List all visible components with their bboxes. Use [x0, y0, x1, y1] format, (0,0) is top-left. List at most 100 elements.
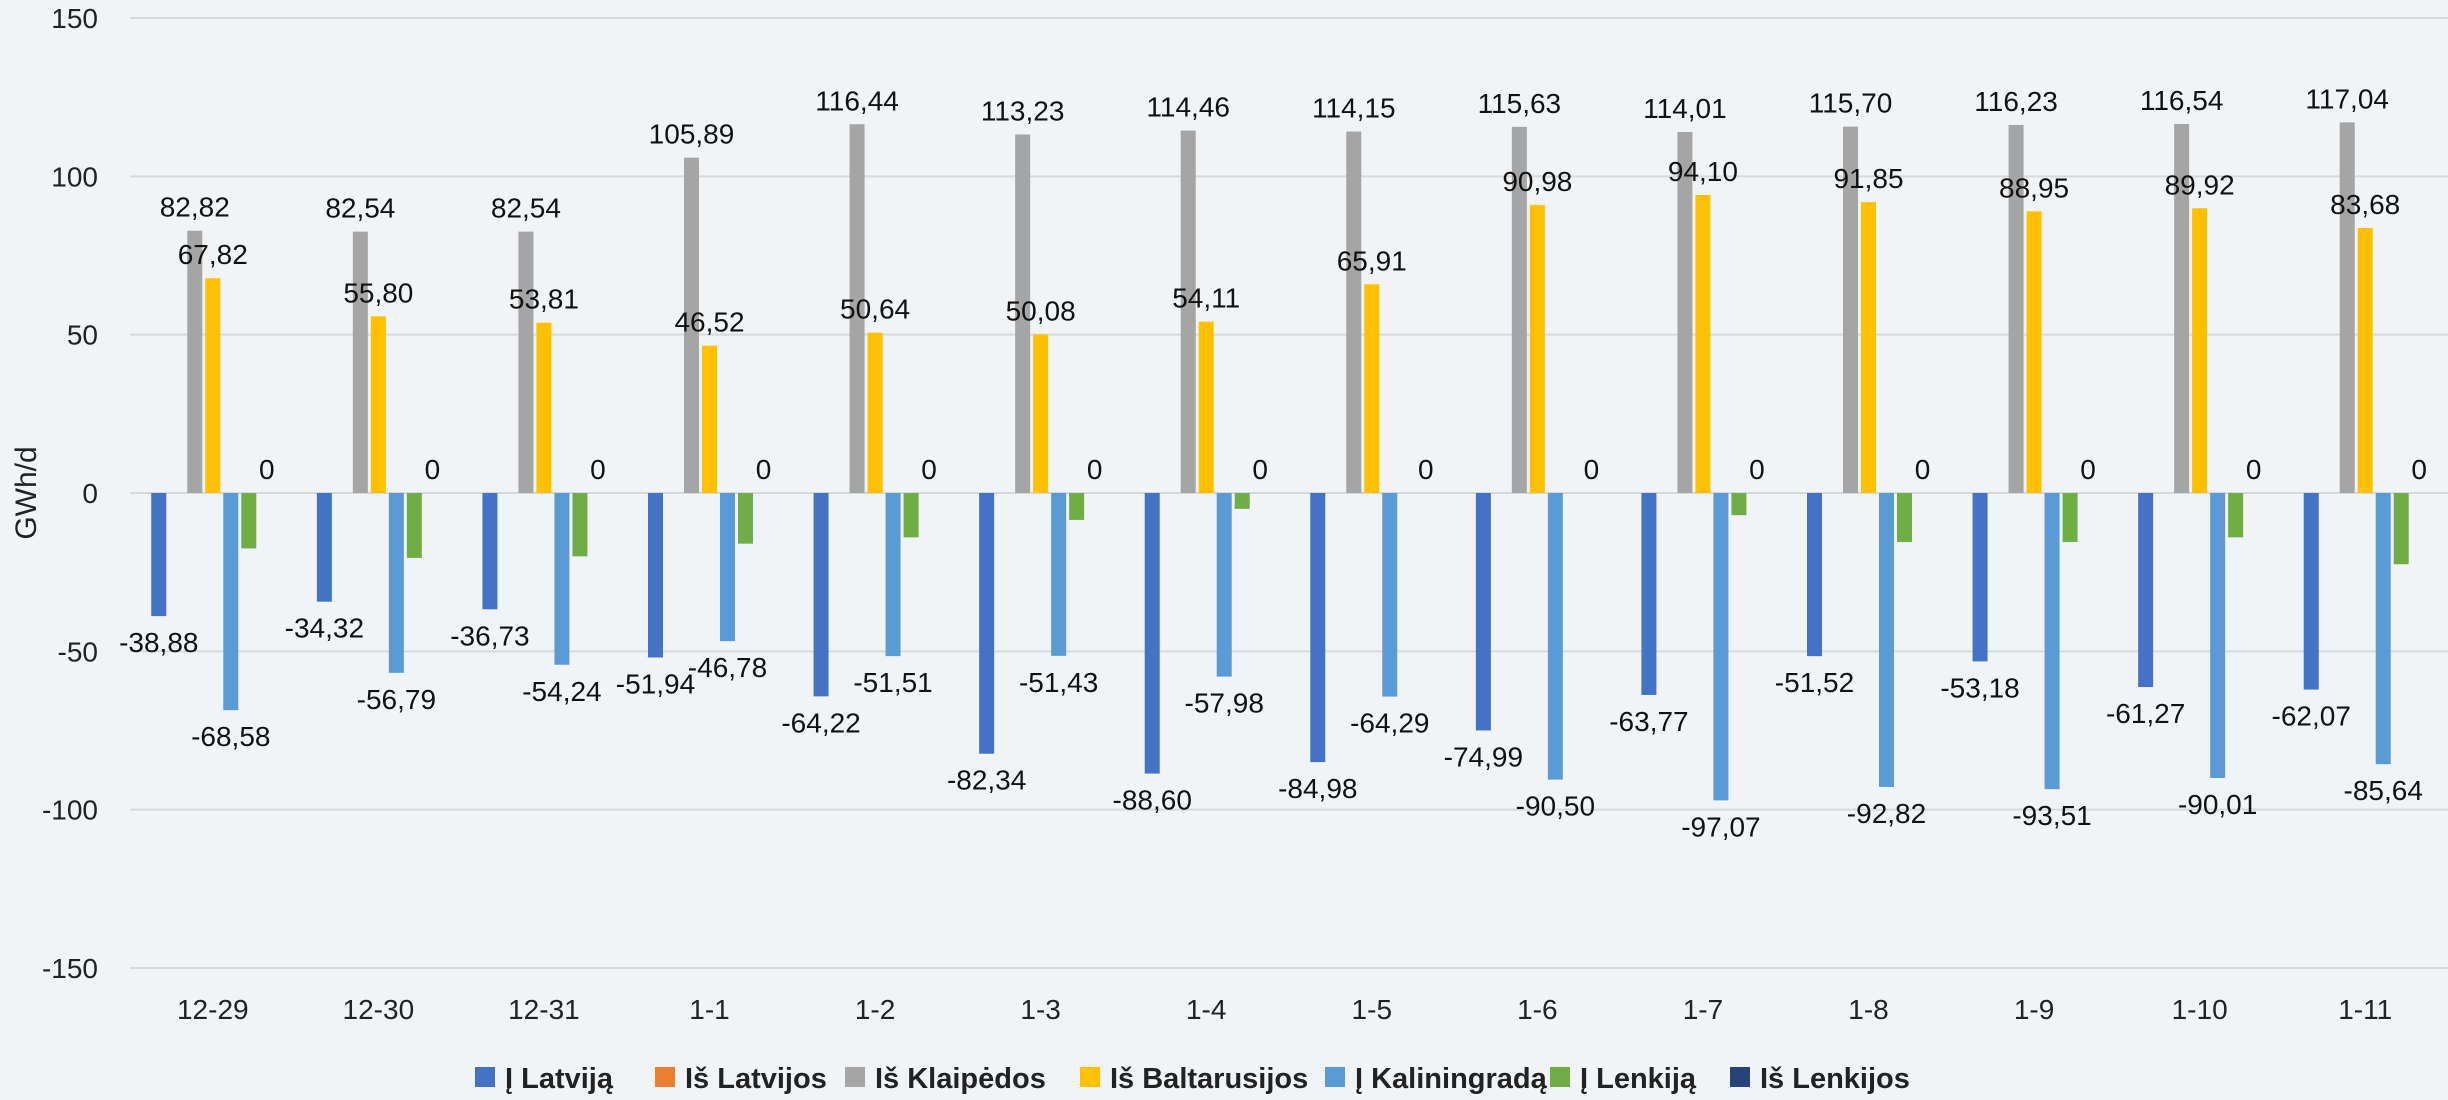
data-label: 50,64 — [840, 294, 910, 325]
y-tick-label: 50 — [67, 320, 98, 351]
data-label: 55,80 — [343, 277, 413, 308]
x-tick-label: 1-3 — [1020, 994, 1060, 1025]
x-tick-label: 12-30 — [343, 994, 415, 1025]
bar — [648, 493, 663, 658]
y-tick-label: 150 — [51, 3, 98, 34]
bar — [1346, 131, 1362, 493]
data-label: 46,52 — [674, 307, 744, 338]
legend-label: Iš Baltarusijos — [1110, 1063, 1308, 1095]
bar — [1879, 493, 1894, 787]
data-label: 0 — [1418, 454, 1434, 485]
data-label: 94,10 — [1668, 156, 1738, 187]
bar — [2008, 124, 2024, 494]
bar — [370, 316, 386, 493]
bar — [1216, 493, 1232, 677]
data-label: -51,43 — [1019, 667, 1098, 698]
bar — [1641, 493, 1657, 695]
bar — [482, 493, 498, 610]
data-label: 115,63 — [1478, 88, 1562, 119]
data-label: 0 — [921, 454, 937, 485]
x-tick-label: 1-4 — [1186, 994, 1226, 1025]
bar — [1529, 204, 1545, 493]
data-label: -56,79 — [357, 684, 436, 715]
bar — [1807, 493, 1822, 657]
bar — [1677, 131, 1693, 494]
data-label: 82,82 — [160, 192, 230, 223]
bar — [849, 124, 865, 494]
x-tick-label: 1-5 — [1352, 994, 1392, 1025]
bar — [2210, 493, 2226, 779]
y-axis-ticks: 150 100 50 0 -50 -100 -150 — [42, 3, 98, 984]
bar — [2375, 493, 2391, 765]
data-label: -38,88 — [119, 627, 198, 658]
bar — [1144, 493, 1160, 774]
data-label: -97,07 — [1681, 811, 1760, 842]
bar — [2357, 228, 2373, 493]
data-label: 82,54 — [491, 193, 561, 224]
data-label: -74,99 — [1444, 741, 1523, 772]
y-tick-label: -50 — [58, 636, 98, 667]
bar — [151, 493, 167, 617]
bar — [813, 493, 829, 697]
bar — [885, 493, 901, 657]
data-label: -92,82 — [1847, 798, 1926, 829]
legend-label: Į Latviją — [505, 1063, 614, 1095]
bar — [1234, 493, 1250, 509]
data-labels: -38,88 82,82 67,82 -68,58 0 -34,32 82,54 55,80 -… — [119, 83, 2427, 842]
x-tick-label: 1-9 — [2014, 994, 2054, 1025]
bar — [406, 493, 422, 558]
bar — [2174, 123, 2190, 493]
bar — [388, 493, 404, 673]
legend-label: Iš Lenkijos — [1760, 1063, 1910, 1095]
data-label: -63,77 — [1609, 706, 1688, 737]
bar — [867, 332, 883, 493]
bar — [187, 230, 203, 493]
bar — [2026, 211, 2042, 493]
bar — [205, 278, 221, 493]
data-label: 0 — [2080, 454, 2096, 485]
bar — [316, 493, 332, 602]
data-label: 67,82 — [178, 239, 248, 270]
bar — [2339, 122, 2355, 493]
bar — [572, 493, 588, 557]
data-label: 0 — [1749, 454, 1765, 485]
legend-swatch — [655, 1067, 675, 1087]
data-label: -54,24 — [522, 676, 601, 707]
legend-label: Į Lenkiją — [1580, 1063, 1697, 1095]
data-label: 0 — [1584, 454, 1600, 485]
data-label: -62,07 — [2272, 701, 2351, 732]
bar — [1051, 493, 1067, 656]
bar — [1547, 493, 1563, 780]
bar — [1069, 493, 1085, 520]
bar — [554, 493, 570, 665]
data-label: 116,54 — [2140, 85, 2224, 116]
legend-label: Iš Klaipėdos — [875, 1063, 1046, 1095]
x-tick-label: 1-7 — [1683, 994, 1723, 1025]
bar — [2192, 208, 2208, 493]
data-label: 0 — [756, 454, 772, 485]
x-tick-label: 1-11 — [2338, 994, 2392, 1025]
bar — [518, 231, 534, 493]
bar — [536, 322, 552, 493]
data-label: 91,85 — [1833, 163, 1903, 194]
bar — [1972, 493, 1988, 662]
x-tick-label: 1-10 — [2172, 994, 2228, 1025]
legend-swatch — [1550, 1067, 1570, 1087]
bars — [151, 122, 2409, 801]
data-label: 0 — [1915, 454, 1931, 485]
data-label: 90,98 — [1502, 166, 1572, 197]
bar — [1382, 493, 1398, 697]
data-label: 117,04 — [2305, 83, 2389, 114]
bar — [1861, 202, 1876, 493]
bar — [2138, 493, 2154, 688]
data-label: 0 — [2246, 454, 2262, 485]
data-label: 65,91 — [1337, 245, 1407, 276]
data-label: -82,34 — [947, 765, 1026, 796]
data-label: -51,52 — [1775, 667, 1854, 698]
data-label: 0 — [590, 454, 606, 485]
bar — [738, 493, 753, 544]
x-axis-ticks: 12-29 12-30 12-31 1-1 1-2 1-3 1-4 1-5 1-6 1-7 1-8 1… — [177, 994, 2392, 1025]
bar — [2393, 493, 2409, 565]
data-label: 0 — [1087, 454, 1103, 485]
data-label: -68,58 — [191, 721, 270, 752]
